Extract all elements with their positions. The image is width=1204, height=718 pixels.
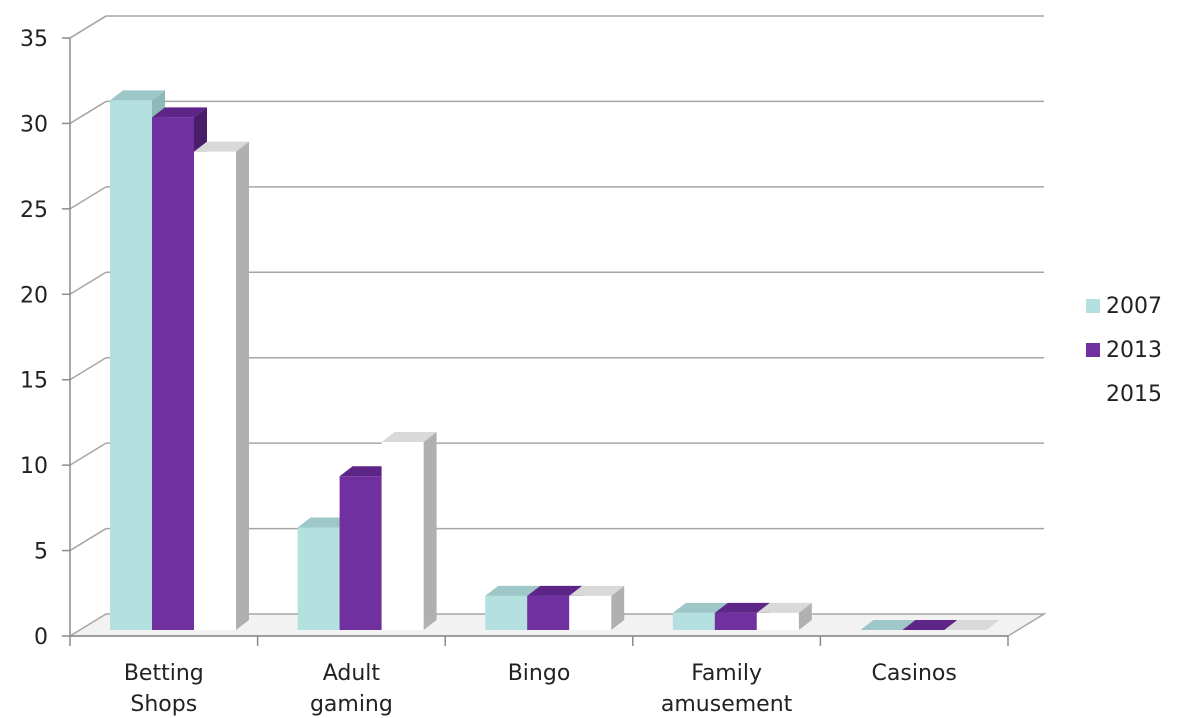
legend-label: 2015 bbox=[1106, 382, 1162, 407]
bar-2007-4 bbox=[860, 620, 916, 630]
gridline-diagonal bbox=[69, 357, 107, 381]
bar-front bbox=[381, 442, 424, 630]
legend: 2007 2013 2015 bbox=[1086, 294, 1162, 407]
bar-side bbox=[423, 432, 437, 630]
category-label: Adult bbox=[323, 661, 381, 686]
bar-top bbox=[110, 90, 165, 101]
bar-top bbox=[527, 585, 583, 596]
bar-front bbox=[339, 476, 382, 630]
bar-top bbox=[485, 585, 541, 596]
bar-front bbox=[194, 151, 236, 630]
legend-label: 2013 bbox=[1106, 338, 1162, 363]
bar-front bbox=[527, 595, 570, 630]
bar-top bbox=[860, 620, 916, 630]
bar-top bbox=[756, 602, 812, 613]
bar-side bbox=[798, 602, 812, 630]
bar-2015-4 bbox=[944, 620, 1000, 630]
y-tick-label: 20 bbox=[20, 283, 48, 308]
bar-2015-0 bbox=[194, 141, 249, 630]
bar-top bbox=[297, 517, 353, 528]
legend-swatch bbox=[1086, 387, 1100, 401]
category-labels: Betting Shops Adult gaming Bingo Family amusem… bbox=[124, 661, 957, 717]
bar-2013-4 bbox=[902, 620, 958, 630]
legend-item-2007: 2007 bbox=[1086, 294, 1162, 319]
bar-side bbox=[611, 585, 625, 630]
bar-front bbox=[110, 100, 152, 631]
bar-front bbox=[714, 612, 757, 630]
bar-top bbox=[944, 620, 1000, 630]
bar-2015-2 bbox=[569, 585, 625, 630]
category-label: gaming bbox=[310, 692, 393, 717]
legend-swatch bbox=[1086, 299, 1100, 313]
category-label: Casinos bbox=[872, 661, 957, 686]
y-tick-label: 25 bbox=[20, 198, 48, 223]
bar-front bbox=[672, 612, 715, 630]
legend-label: 2007 bbox=[1106, 294, 1162, 319]
bar-top bbox=[714, 602, 770, 613]
category-label: amusement bbox=[661, 692, 793, 717]
gridline-diagonal bbox=[69, 271, 107, 295]
bar-top bbox=[194, 141, 249, 152]
bar-top bbox=[902, 620, 958, 630]
bar-2015-1 bbox=[381, 432, 437, 630]
y-tick-labels: 0 5 10 15 20 25 30 35 bbox=[20, 27, 48, 650]
category-label: Shops bbox=[130, 692, 197, 717]
y-tick-label: 30 bbox=[20, 112, 48, 137]
legend-item-2015: 2015 bbox=[1086, 382, 1162, 407]
bar-2015-3 bbox=[756, 602, 812, 630]
bar-top bbox=[152, 107, 207, 118]
gridline-diagonal bbox=[69, 100, 107, 125]
gridline-diagonal bbox=[69, 527, 107, 552]
bar-front bbox=[569, 595, 612, 630]
bar-front bbox=[152, 117, 194, 630]
bars bbox=[110, 90, 1000, 631]
y-tick-label: 35 bbox=[20, 27, 48, 52]
category-label: Betting bbox=[124, 661, 204, 686]
y-tick-label: 10 bbox=[20, 454, 48, 479]
legend-swatch bbox=[1086, 343, 1100, 357]
category-label: Family bbox=[691, 661, 762, 686]
bar-top bbox=[569, 585, 625, 596]
bar-top bbox=[672, 602, 728, 613]
bar-top bbox=[381, 432, 437, 443]
category-label: Bingo bbox=[508, 661, 571, 686]
y-tick-label: 15 bbox=[20, 369, 48, 394]
bar-top bbox=[339, 466, 395, 477]
gridline-diagonal bbox=[69, 186, 107, 210]
y-axis-top bbox=[69, 15, 107, 39]
gridline-diagonal bbox=[69, 442, 107, 466]
y-tick-label: 0 bbox=[34, 625, 48, 650]
bar-front bbox=[485, 595, 528, 630]
bar-front bbox=[297, 527, 340, 630]
legend-item-2013: 2013 bbox=[1086, 338, 1162, 363]
y-tick-label: 5 bbox=[34, 540, 48, 565]
bar-front bbox=[756, 612, 799, 630]
bar-side bbox=[236, 141, 249, 630]
